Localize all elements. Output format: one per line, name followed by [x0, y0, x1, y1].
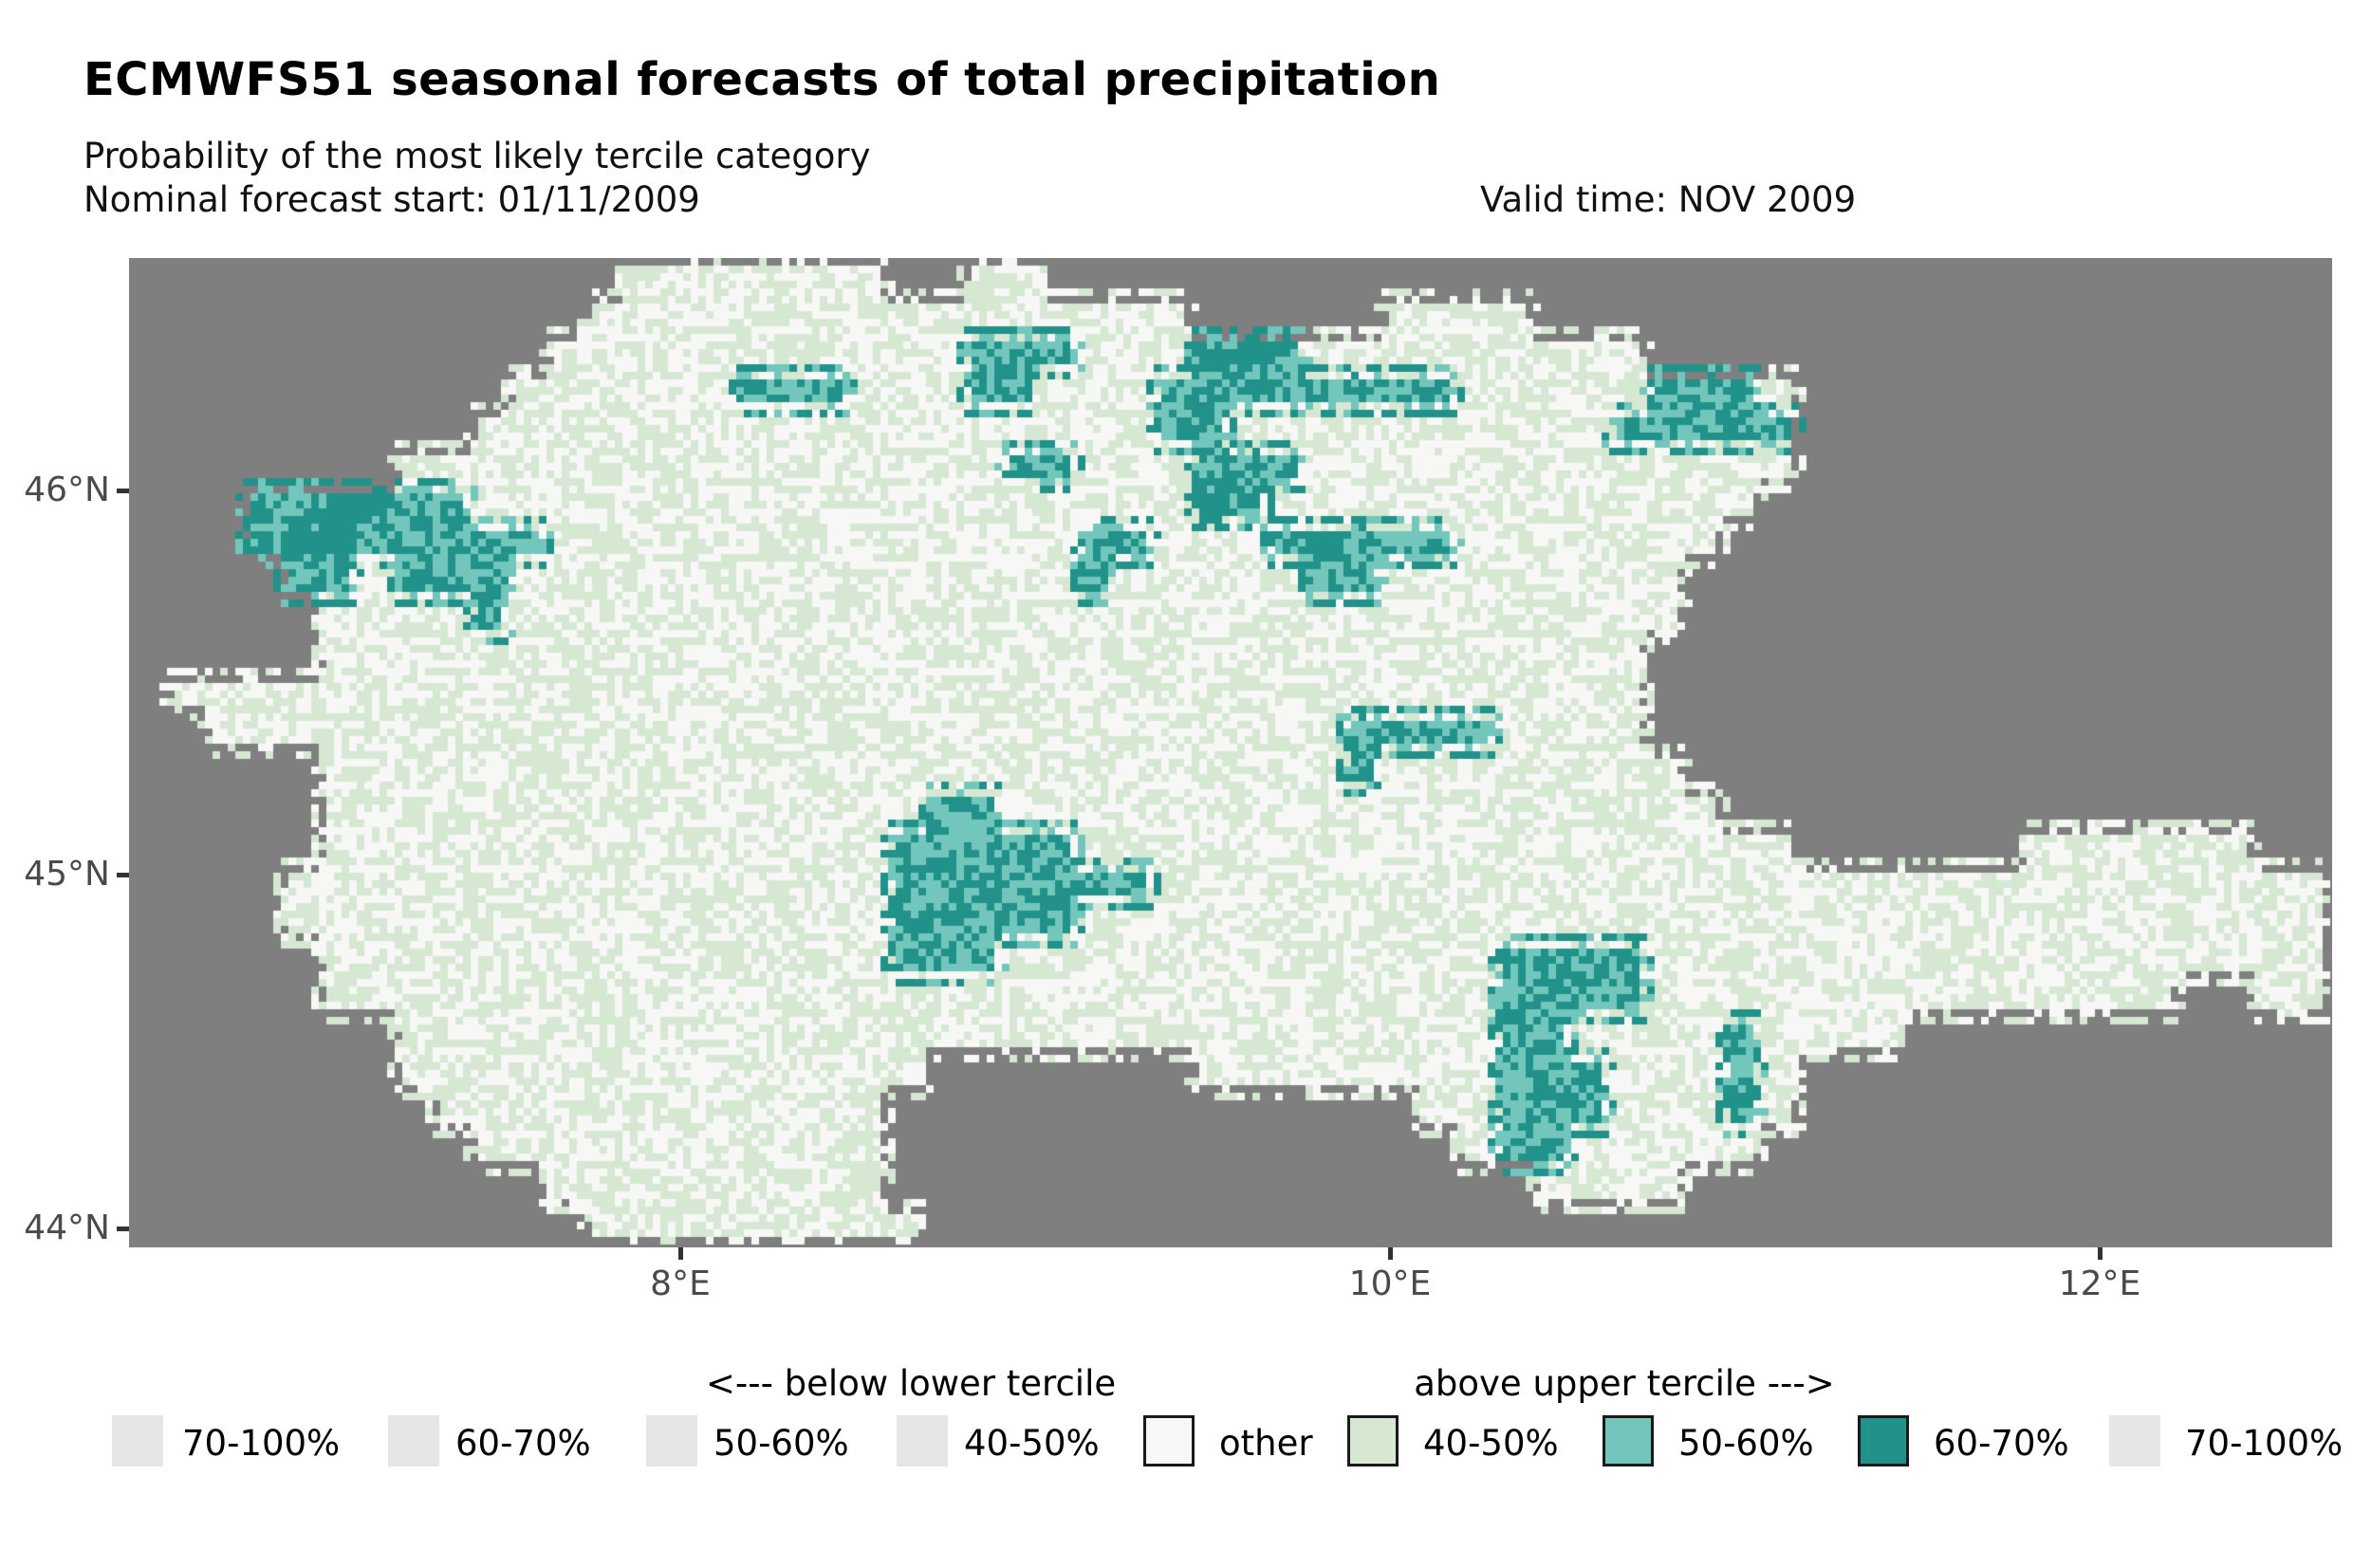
legend-item-label: 40-50%: [964, 1423, 1100, 1464]
y-axis-tick-label: 44°N: [24, 1208, 110, 1247]
x-axis-tick-mark: [2098, 1247, 2103, 1260]
legend-item-label: 40-50%: [1423, 1423, 1559, 1464]
y-axis-tick-mark: [117, 873, 129, 877]
forecast-start-label: Nominal forecast start: 01/11/2009: [83, 179, 700, 220]
legend-item-label: 50-60%: [713, 1423, 849, 1464]
y-axis-tick-mark: [117, 489, 129, 493]
page-subtitle: Probability of the most likely tercile c…: [83, 136, 871, 176]
legend-item-label: 60-70%: [1934, 1423, 2069, 1464]
precipitation-raster-map: [129, 258, 2332, 1247]
legend-swatch: [2109, 1415, 2160, 1467]
x-axis-tick-mark: [1388, 1247, 1393, 1260]
page-title: ECMWFS51 seasonal forecasts of total pre…: [83, 53, 1441, 106]
valid-time-label: Valid time: NOV 2009: [1480, 179, 1857, 220]
x-axis-tick-label: 10°E: [1348, 1264, 1432, 1303]
legend-swatch: [1858, 1415, 1909, 1467]
legend-swatch: [646, 1415, 697, 1467]
x-axis-tick-label: 12°E: [2058, 1264, 2141, 1303]
legend-header: <--- below lower tercile: [705, 1363, 1117, 1404]
legend-swatch: [1603, 1415, 1654, 1467]
legend-swatch: [388, 1415, 439, 1467]
legend-item-label: 70-100%: [182, 1423, 341, 1464]
x-axis-tick-label: 8°E: [650, 1264, 711, 1303]
legend-item-label: other: [1219, 1423, 1313, 1464]
legend-swatch: [1143, 1415, 1195, 1467]
map-panel: [129, 258, 2332, 1247]
legend-item-label: 60-70%: [455, 1423, 591, 1464]
x-axis-tick-mark: [678, 1247, 683, 1260]
legend-swatch: [112, 1415, 163, 1467]
legend-item-label: 70-100%: [2185, 1423, 2344, 1464]
legend-item-label: 50-60%: [1678, 1423, 1814, 1464]
legend-swatch: [897, 1415, 948, 1467]
y-axis-tick-mark: [117, 1227, 129, 1231]
legend-header: above upper tercile --->: [1414, 1363, 1835, 1404]
y-axis-tick-label: 45°N: [24, 855, 110, 894]
y-axis-tick-label: 46°N: [24, 470, 110, 509]
legend-swatch: [1347, 1415, 1399, 1467]
